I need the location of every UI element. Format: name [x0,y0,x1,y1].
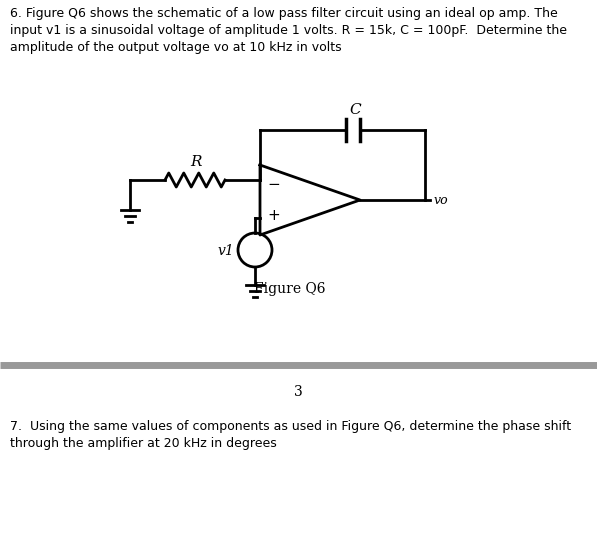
Text: vo: vo [434,194,448,207]
Text: −: − [267,177,280,192]
Text: 3: 3 [294,385,302,399]
Text: 7.  Using the same values of components as used in Figure Q6, determine the phas: 7. Using the same values of components a… [10,420,571,450]
Text: 6. Figure Q6 shows the schematic of a low pass filter circuit using an ideal op : 6. Figure Q6 shows the schematic of a lo… [10,7,567,54]
Text: R: R [190,155,202,169]
Text: +: + [267,208,280,223]
Text: C: C [349,103,361,117]
Text: v1: v1 [217,244,234,258]
Text: Figure Q6: Figure Q6 [254,282,326,296]
